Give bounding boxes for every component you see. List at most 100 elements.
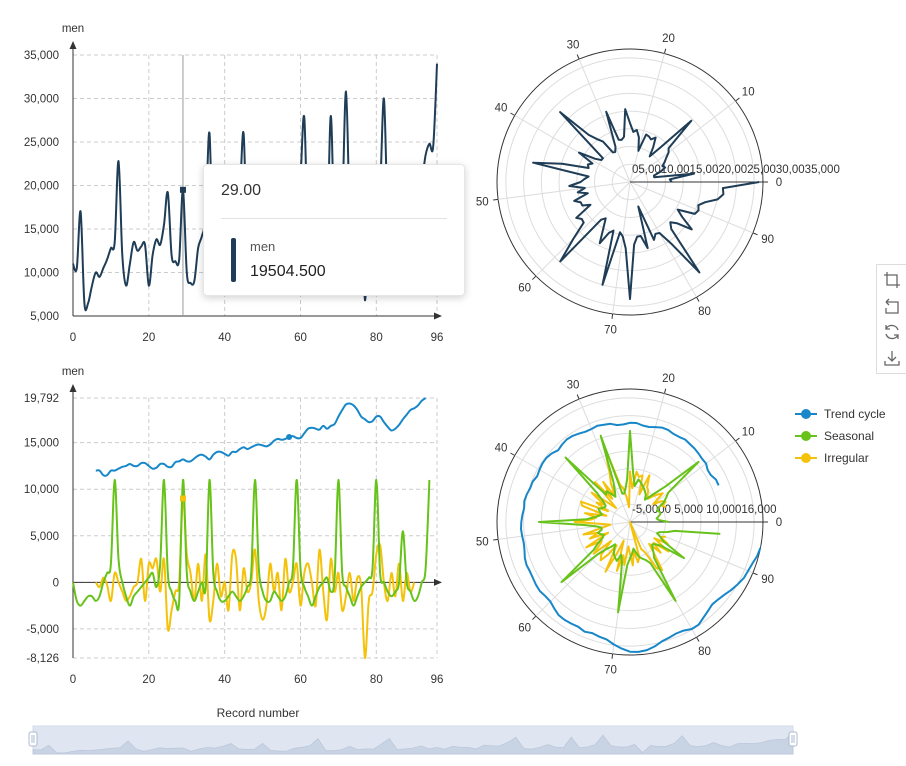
x-tick-label: 60	[294, 332, 307, 344]
polar-angle-tick	[752, 232, 758, 236]
polar-angle-tick	[752, 572, 758, 576]
datazoom-preview	[32, 731, 794, 755]
x-tick-label: 96	[431, 674, 444, 686]
x-axis-arrow	[434, 312, 442, 320]
x-tick-label: 0	[70, 332, 76, 344]
x-tick-label: 60	[294, 674, 307, 686]
polar-spoke	[578, 398, 631, 523]
tooltip: 29.00 men 19504.500	[203, 164, 465, 296]
polar-angle-label: 10	[742, 86, 755, 98]
x-tick-label: 40	[218, 332, 231, 344]
polar-series-seasonal	[537, 429, 721, 614]
datazoom-handle-left[interactable]	[28, 731, 38, 747]
polar-spoke	[612, 521, 631, 654]
polar-angle-tick	[510, 112, 516, 116]
y-tick-label: 19,792	[24, 393, 59, 405]
zoom-icon[interactable]	[883, 271, 901, 289]
y-tick-label: 5,000	[30, 311, 59, 323]
irregular-point-marker	[179, 495, 186, 502]
y-tick-label: 20,000	[24, 181, 59, 193]
polar-angle-label: 50	[476, 196, 489, 208]
polar-angle-label: 20	[662, 373, 675, 385]
polar-spoke	[629, 521, 754, 574]
tooltip-divider	[221, 218, 447, 219]
polar-spoke	[629, 53, 665, 183]
polar-angle-tick	[532, 615, 537, 620]
polar-angle-label: 90	[761, 234, 774, 246]
polar-spoke	[612, 181, 631, 314]
datazoom-slider	[28, 725, 798, 755]
polar-angle-label: 30	[567, 39, 580, 51]
x-axis-arrow	[434, 578, 442, 586]
polar-series-trend-cycle	[520, 421, 762, 653]
y-tick-label: -8,126	[26, 653, 59, 665]
polar-spoke	[498, 181, 631, 200]
x-tick-label: 20	[142, 674, 155, 686]
polar-angle-label: 60	[518, 282, 531, 294]
polar-spoke	[535, 521, 631, 617]
y-tick-label: -5,000	[26, 624, 59, 636]
datazoom-title: Record number	[216, 706, 300, 720]
y-tick-label: 5,000	[30, 531, 59, 543]
series-line-irregular	[94, 497, 416, 660]
polar-angle-label: 10	[742, 426, 755, 438]
polar-angle-label: 80	[698, 306, 711, 318]
tooltip-series-name: men	[250, 239, 276, 254]
polar-spoke	[629, 440, 736, 523]
polar-angle-tick	[576, 54, 580, 60]
polar-radius-labels: 05,0010,0015,0020,0025,0030,0035,000	[632, 164, 840, 176]
y-axis-arrow	[69, 41, 77, 49]
polar-angle-tick	[735, 97, 740, 102]
legend-label: Trend cycle	[824, 407, 886, 421]
x-tick-label: 0	[70, 674, 76, 686]
tooltip-value: 19504.500	[250, 263, 326, 280]
legend-label: Irregular	[824, 451, 869, 465]
polar-radius-labels: -5,0000 5,000 10,00016,000	[632, 504, 777, 516]
polar-angle-tick	[493, 538, 499, 541]
polar-spoke	[629, 393, 665, 523]
highlight-point	[179, 186, 186, 193]
legend: Trend cycle Seasonal Irregular	[795, 407, 886, 465]
y-tick-label: 10,000	[24, 268, 59, 280]
y-tick-label: 0	[53, 577, 59, 589]
polar-angle-label: 60	[518, 622, 531, 634]
polar-angle-tick	[576, 394, 580, 400]
cartesian-chart-3: -8,126 -5,000 0 5,000 10,000 15,000 19,792 0 20 4…	[24, 366, 444, 686]
restore-icon[interactable]	[883, 323, 901, 341]
y-axis-arrow	[69, 384, 77, 392]
legend-marker	[801, 409, 811, 419]
polar-spoke	[514, 115, 631, 183]
trend-point-marker	[286, 434, 293, 441]
polar-angle-tick	[532, 275, 537, 280]
polar-angle-tick	[611, 313, 614, 319]
zoom-reset-icon[interactable]	[883, 297, 901, 315]
legend-label: Seasonal	[824, 429, 874, 443]
x-tick-label: 96	[431, 332, 444, 344]
polar-angle-tick	[663, 48, 667, 54]
polar-spoke	[535, 181, 631, 277]
save-image-icon[interactable]	[883, 349, 901, 367]
polar-angle-tick	[696, 296, 700, 302]
x-tick-label: 80	[370, 332, 383, 344]
tooltip-series-marker	[231, 238, 236, 282]
datazoom-handle-right[interactable]	[788, 731, 798, 747]
x-tick-label: 80	[370, 674, 383, 686]
polar-angle-tick	[663, 388, 667, 394]
y-tick-label: 15,000	[24, 438, 59, 450]
y-tick-label: 15,000	[24, 224, 59, 236]
polar-angle-tick	[510, 452, 516, 456]
datazoom-selection	[33, 726, 793, 754]
polar-spoke	[629, 521, 697, 638]
polar-spoke	[514, 455, 631, 523]
polar-angle-label: 50	[476, 536, 489, 548]
polar-series-men	[532, 108, 760, 300]
polar-spoke	[578, 58, 631, 183]
polar-spoke	[629, 181, 754, 234]
polar-angle-tick	[696, 636, 700, 642]
toolbox	[876, 264, 906, 374]
y-tick-label: 30,000	[24, 94, 59, 106]
polar-angle-label: 0	[776, 177, 782, 189]
y-axis-title: men	[62, 23, 84, 35]
